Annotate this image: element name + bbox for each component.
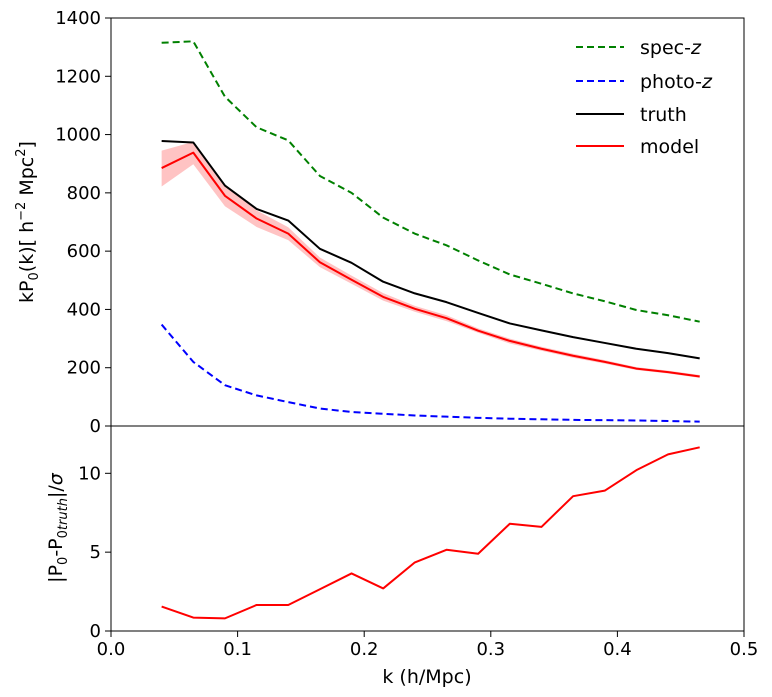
x-tick-label-0-3: 0.3	[476, 639, 505, 660]
bottom-x-ticks: 0.0 0.1 0.2 0.3 0.4 0.5	[97, 631, 759, 660]
x-tick-label-0-0: 0.0	[97, 639, 126, 660]
top-y-tick-label-0: 0	[90, 416, 101, 437]
x-axis-label: k (h/Mpc)	[382, 666, 471, 688]
legend-item-photo-z: photo-z	[576, 71, 713, 93]
series-line-model	[161, 151, 700, 378]
series-line-truth	[161, 139, 700, 360]
legend-label-model: model	[640, 136, 699, 158]
legend-label-spec-z: spec-z	[640, 37, 702, 59]
bottom-series-lines	[161, 446, 700, 620]
bottom-y-tick-label-0: 0	[90, 621, 101, 642]
top-y-tick-label-1400: 1400	[55, 8, 101, 29]
bottom-y-axis-label: |P0-P0truth|/σ	[45, 472, 71, 583]
top-y-tick-label-600: 600	[67, 241, 101, 262]
legend-label-truth: truth	[640, 104, 687, 126]
top-y-tick-label-1200: 1200	[55, 66, 101, 87]
legend: spec-z photo-z truth model	[576, 37, 713, 158]
bottom-y-tick-label-10: 10	[78, 463, 101, 484]
legend-item-truth: truth	[576, 104, 687, 126]
top-y-tick-label-1000: 1000	[55, 125, 101, 146]
series-line-spec-z	[161, 40, 700, 323]
model-band-area	[161, 141, 700, 378]
legend-item-model: model	[576, 136, 699, 158]
legend-item-spec-z: spec-z	[576, 37, 702, 59]
top-y-tick-label-200: 200	[67, 358, 101, 379]
bottom-plot-frame	[110, 425, 745, 632]
x-tick-label-0-4: 0.4	[603, 639, 632, 660]
x-tick-label-0-1: 0.1	[223, 639, 252, 660]
model-uncertainty-band	[161, 141, 700, 378]
top-y-ticks: 0 200 400 600 800 1000 1200 1400	[55, 8, 111, 437]
top-series-lines	[160, 40, 700, 423]
bottom-series-line-model	[161, 446, 700, 620]
top-y-axis-label: kP0(k)[ h−2 Mpc2]	[14, 141, 42, 303]
legend-label-photo-z: photo-z	[640, 71, 713, 93]
top-y-tick-label-400: 400	[67, 299, 101, 320]
bottom-y-ticks: 0 5 10	[78, 463, 111, 642]
bottom-y-tick-label-5: 5	[90, 542, 101, 563]
x-tick-label-0-2: 0.2	[350, 639, 379, 660]
bottom-panel: 0 5 10 0.0 0.1 0.2 0.3 0.4 0.5 |P0-P0truth|/σ k…	[45, 425, 759, 688]
top-y-tick-label-800: 800	[67, 183, 101, 204]
top-panel: 0 200 400 600 800 1000 1200 1400 kP0(k)[ h−2 Mp…	[14, 8, 745, 437]
x-tick-label-0-5: 0.5	[730, 639, 759, 660]
series-line-photo-z	[160, 323, 700, 423]
